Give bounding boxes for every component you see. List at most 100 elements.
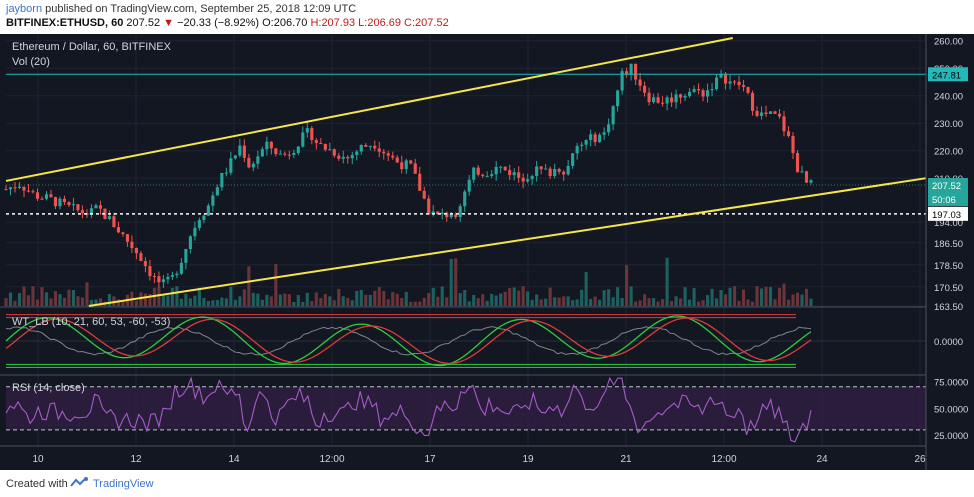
wt-histogram [5,326,812,356]
volume-bar [804,288,809,306]
volume-bar [364,294,368,306]
volume-bar [449,259,453,306]
publish-text: published on TradingView.com, September … [45,3,357,15]
candle-body [683,96,687,98]
volume-bar [373,290,377,306]
candle-body [175,273,179,276]
candle-body [804,171,809,183]
volume-bar [134,300,138,306]
volume-bar [359,289,363,306]
volume-bar [553,297,557,306]
candle-body [125,234,129,242]
candle-body [463,191,467,207]
rsi-tick: 75.0000 [934,377,968,388]
axes: 260.00250.00240.00230.00220.00210.00194.… [32,34,974,470]
wt-tick: 0.0000 [934,337,963,348]
volume-bar [319,298,323,306]
volume-bar [539,299,543,306]
candle-body [31,191,35,193]
volume-bar [665,257,669,306]
volume-bar [616,287,620,306]
candle-body [121,232,125,235]
volume-bar [76,296,80,306]
volume-bar [395,293,399,306]
volume-bar [206,301,210,306]
tradingview-link[interactable]: TradingView [93,478,154,490]
volume-bar [71,290,76,306]
candle-body [674,94,678,103]
volume-bar [562,296,566,306]
volume-bar [17,293,22,306]
author-link[interactable]: jayborn [6,3,43,15]
volume-bar [759,288,764,306]
volume-bar [714,298,719,306]
volume-bar [566,296,570,306]
volume-bar [575,299,579,306]
candle-body [292,153,296,155]
volume-bar [35,299,40,306]
candle-body [269,141,273,149]
support-tag: 197.03 [932,210,961,221]
volume-bar [305,292,309,306]
candle-body [301,132,305,147]
volume-bar [705,295,710,306]
volume-bar [166,295,170,306]
volume-bar [220,297,224,306]
volume-bar [161,294,165,306]
x-tick-label: 12 [130,454,142,465]
grid-lines [0,34,926,447]
volume-bar [463,289,467,306]
volume-bar [346,297,350,306]
volume-bar [656,301,660,306]
volume-bar [404,291,408,306]
candle-body [130,241,134,248]
candle-body [44,194,49,199]
candle-body [22,186,26,191]
last-price-tag-bg [928,178,968,193]
candle-body [786,131,791,136]
countdown-tag-bg [928,192,968,207]
candle-body [467,179,471,192]
candle-body [364,145,368,147]
y-tick-label: 163.50 [934,302,963,313]
chart-area[interactable]: 260.00250.00240.00230.00220.00210.00194.… [0,34,974,470]
wt-line-2 [5,317,812,365]
chart-svg[interactable]: 260.00250.00240.00230.00220.00210.00194.… [0,34,974,470]
candle-body [454,214,458,217]
volume-bar [764,286,768,306]
volume-bar [755,286,759,306]
candle-body [350,155,354,159]
volume-bar [445,297,449,306]
volume-bar [175,286,179,306]
x-tick-label: 14 [228,454,240,465]
volume-bar [490,293,494,306]
volume-bar [688,299,692,306]
candle-body [791,135,795,154]
candle-body [391,155,395,158]
volume-bar [202,297,206,306]
last-price: 207.52 [126,17,161,29]
volume-bar [773,299,777,306]
volume-bar [472,294,476,306]
candle-body [314,140,318,143]
volume-bar [494,295,498,306]
x-tick-label: 10 [32,454,44,465]
volume-bar [121,300,125,306]
candle-body [472,167,476,180]
volume-bar [184,293,188,306]
y-tick-label: 186.50 [934,239,963,250]
volume-bar [148,294,152,306]
volume-bar [710,288,714,306]
candle-body [625,71,629,75]
candle-body [692,89,696,92]
volume-bar [377,287,381,306]
candle-body [53,197,58,207]
volume-bar [179,298,183,306]
price-axis-bg [926,34,974,470]
candle-body [413,163,417,174]
candle-body [17,186,22,188]
volume-bar [368,294,372,306]
candle-body [517,172,521,178]
volume-bar [107,294,112,306]
candle-body [638,79,642,86]
